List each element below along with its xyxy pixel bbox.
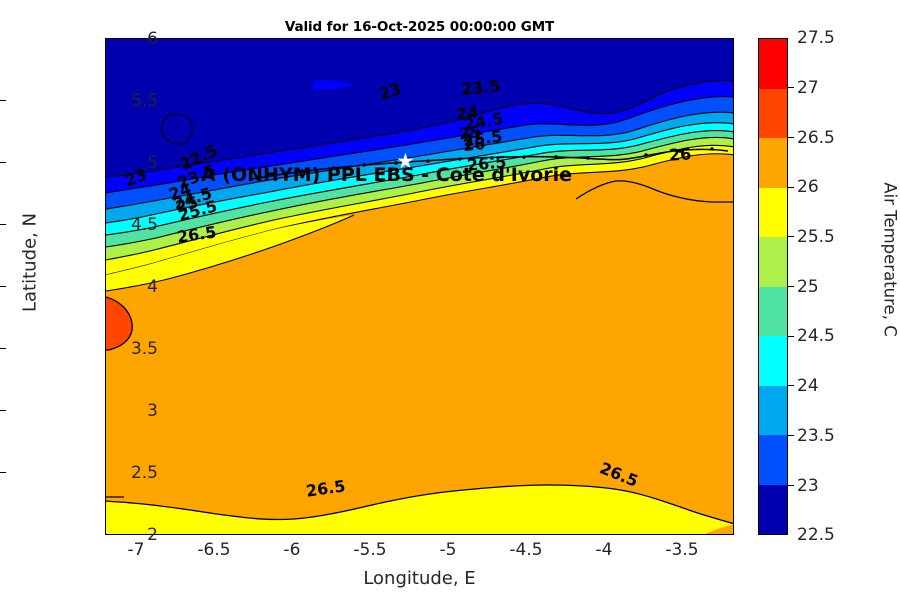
x-tick-label: -5.5: [353, 540, 387, 560]
y-tick-label: 5.5: [130, 91, 158, 111]
colorbar-band: [759, 237, 787, 287]
y-axis-title: Latitude, N: [19, 213, 41, 312]
colorbar-band: [759, 88, 787, 138]
colorbar-tick-mark: [788, 336, 794, 337]
colorbar-band: [759, 336, 787, 386]
y-tick-mark: [0, 224, 6, 225]
colorbar-tick-label: 26.5: [797, 128, 835, 148]
colorbar-tick-label: 25: [797, 277, 819, 297]
colorbar-tick-label: 24.5: [797, 326, 835, 346]
y-tick-mark: [0, 348, 6, 349]
contour-field: [106, 39, 733, 534]
y-tick-mark: [0, 472, 6, 473]
x-tick-label: -7: [127, 540, 145, 560]
colorbar-title: Air Temperature, C: [880, 182, 900, 337]
contour-label: 26: [462, 133, 487, 156]
colorbar-tick-mark: [788, 385, 794, 386]
colorbar[interactable]: [758, 38, 788, 535]
y-tick-label: 3.5: [130, 339, 158, 359]
colorbar-band: [759, 39, 787, 89]
y-tick-mark: [0, 410, 6, 411]
y-tick-label: 2.5: [130, 463, 158, 483]
colorbar-tick-label: 23.5: [797, 426, 835, 446]
y-tick-mark: [0, 100, 6, 101]
colorbar-tick-label: 22.5: [797, 525, 835, 545]
x-tick-label: -3.5: [665, 540, 699, 560]
x-tick-label: -6: [283, 540, 301, 560]
colorbar-tick-label: 25.5: [797, 227, 835, 247]
figure-title: Valid for 16-Oct-2025 00:00:00 GMT: [284, 19, 555, 35]
x-tick-label: -6.5: [197, 540, 231, 560]
x-axis-title: Longitude, E: [363, 568, 476, 589]
colorbar-tick-label: 24: [797, 376, 819, 396]
x-tick-label: -4.5: [509, 540, 543, 560]
y-tick-label: 3: [147, 401, 158, 421]
colorbar-tick-mark: [788, 187, 794, 188]
x-tick-label: -4: [595, 540, 613, 560]
y-tick-label: 4.5: [130, 215, 158, 235]
colorbar-band: [759, 484, 787, 534]
y-tick-mark: [0, 162, 6, 163]
y-tick-label: 4: [147, 277, 158, 297]
contour-label: 26: [668, 144, 692, 165]
x-tick-label: -5: [439, 540, 457, 560]
colorbar-tick-label: 27.5: [797, 28, 835, 48]
y-tick-label: 2: [147, 525, 158, 545]
colorbar-tick-mark: [788, 87, 794, 88]
colorbar-band: [759, 286, 787, 336]
y-tick-mark: [0, 286, 6, 287]
colorbar-tick-label: 23: [797, 476, 819, 496]
y-tick-label: 5: [147, 153, 158, 173]
colorbar-tick-mark: [788, 286, 794, 287]
colorbar-tick-label: 26: [797, 177, 819, 197]
colorbar-band: [759, 187, 787, 237]
colorbar-band: [759, 138, 787, 188]
site-label: A (ONHYM) PPL EBS - Cote d'Ivorie: [201, 164, 573, 186]
station-star-marker: ★: [396, 149, 415, 173]
colorbar-tick-mark: [788, 435, 794, 436]
colorbar-band: [759, 385, 787, 435]
colorbar-tick-mark: [788, 137, 794, 138]
colorbar-tick-label: 27: [797, 78, 819, 98]
colorbar-tick-mark: [788, 485, 794, 486]
contour-plot-axes[interactable]: 23 23.5 24 24.5 25 25.5 26 26.5 23 22.5 …: [105, 38, 734, 535]
contour-label: 23.5: [460, 75, 502, 100]
colorbar-tick-mark: [788, 236, 794, 237]
colorbar-band: [759, 435, 787, 485]
y-tick-label: 6: [147, 29, 158, 49]
